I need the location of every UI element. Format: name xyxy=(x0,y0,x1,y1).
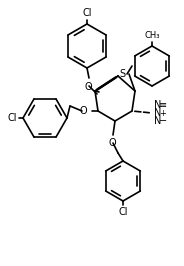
Text: +: + xyxy=(159,109,166,118)
Text: Cl: Cl xyxy=(82,8,92,18)
Text: N: N xyxy=(154,108,161,118)
Text: O: O xyxy=(108,138,116,148)
Text: Cl: Cl xyxy=(118,207,128,217)
Text: O: O xyxy=(79,106,87,116)
Text: CH₃: CH₃ xyxy=(144,31,160,40)
Text: ≡: ≡ xyxy=(159,100,167,110)
Text: O: O xyxy=(84,82,92,92)
Text: Cl: Cl xyxy=(8,113,17,123)
Text: −: − xyxy=(159,116,167,126)
Text: N: N xyxy=(154,100,161,110)
Text: N: N xyxy=(154,116,161,126)
Text: S: S xyxy=(120,69,126,79)
